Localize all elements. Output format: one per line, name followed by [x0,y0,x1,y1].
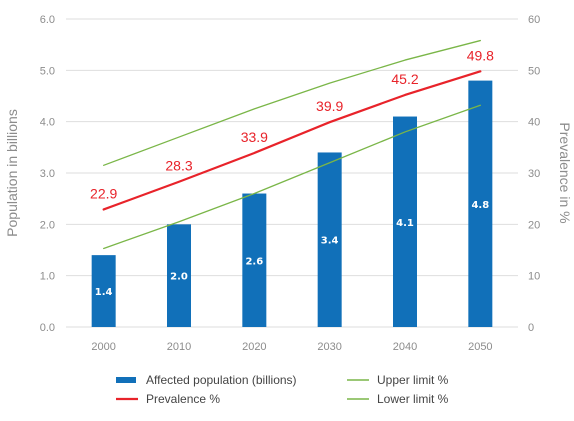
y2-axis-title: Prevalence in % [557,122,573,223]
bar [242,193,267,327]
bar-value-label: 2.6 [245,256,263,267]
y2-tick-label: 20 [528,219,540,231]
x-tick-label: 2000 [91,341,115,353]
bar [468,80,493,327]
legend-label: Lower limit % [377,392,449,406]
y2-tick-label: 30 [528,168,540,180]
x-tick-label: 2020 [242,341,266,353]
y-tick-label: 5.0 [40,65,55,77]
lower-limit-line [103,104,481,250]
y-tick-label: 3.0 [40,168,55,180]
y-tick-label: 2.0 [40,219,55,231]
upper-limit-line [103,39,481,166]
y2-tick-label: 0 [528,322,534,334]
x-tick-label: 2040 [393,341,417,353]
y-tick-label: 1.0 [40,271,55,283]
y2-tick-label: 60 [528,14,540,26]
bar [317,152,342,327]
x-tick-label: 2050 [468,341,492,353]
y-tick-label: 0.0 [40,322,55,334]
prevalence-value-label: 22.9 [90,185,117,201]
prevalence-value-label: 39.9 [316,98,343,114]
line-series [102,39,482,250]
bar-value-label: 4.8 [471,200,489,211]
prevalence-value-label: 28.3 [165,158,192,174]
y2-tick-label: 50 [528,65,540,77]
y2-tick-label: 10 [528,271,540,283]
bar-series [91,80,493,328]
legend-label: Upper limit % [377,373,449,387]
prevalence-line [102,70,482,211]
y-axis-title: Population in billions [4,109,20,237]
bar-value-label: 1.4 [95,287,113,298]
bar-value-label: 2.0 [170,272,188,283]
bar [91,255,116,327]
prevalence-value-label: 49.8 [467,47,494,63]
legend: Affected population (billions) Upper limi… [116,373,449,406]
x-tick-label: 2010 [167,341,191,353]
legend-label: Prevalence % [146,392,220,406]
bar-value-label: 4.1 [396,218,414,229]
legend-label: Affected population (billions) [146,373,297,387]
legend-swatch [116,377,136,383]
y-tick-label: 6.0 [40,14,55,26]
x-tick-label: 2030 [317,341,341,353]
y-tick-label: 4.0 [40,117,55,129]
bar [393,116,417,328]
data-labels: 1.4 2.0 2.6 3.4 4.1 4.8 22.9 28.3 33.9 39.9 45.2 49… [90,47,494,298]
prevalence-value-label: 33.9 [241,129,268,145]
bar [167,224,191,327]
y2-tick-label: 40 [528,117,540,129]
grid-lines [66,18,518,328]
prevalence-value-label: 45.2 [391,71,418,87]
bar-value-label: 3.4 [321,236,339,247]
